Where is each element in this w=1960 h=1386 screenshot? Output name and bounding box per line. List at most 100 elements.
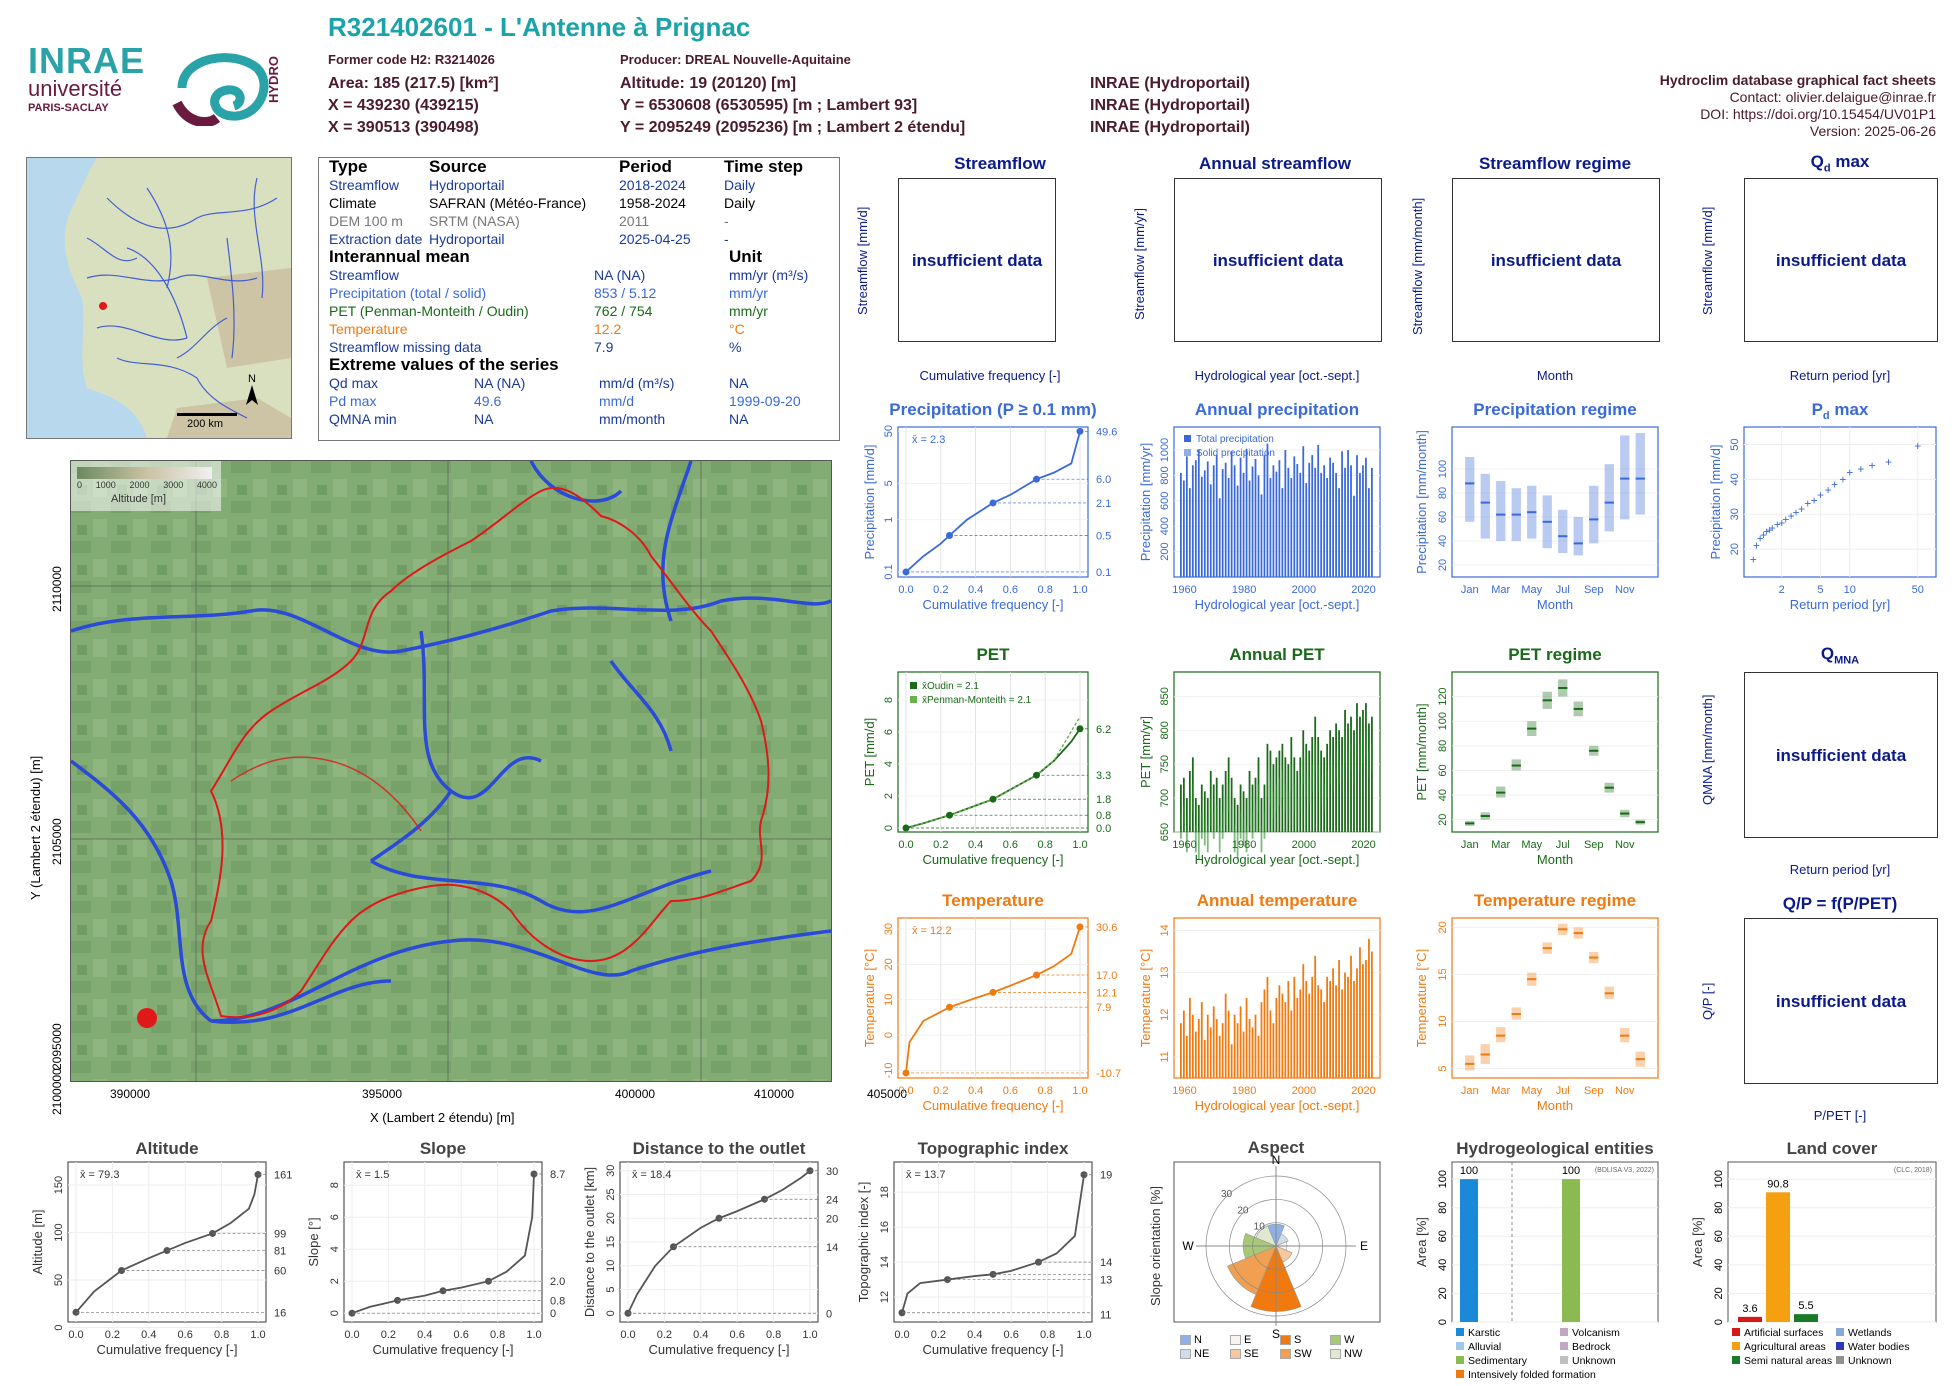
bar-annual_temp [1269, 1010, 1272, 1078]
bar-annual_precip [1293, 456, 1296, 577]
ytick-annual_temp: 11 [1159, 1051, 1171, 1062]
ytick-annual_pet: 800 [1159, 721, 1171, 739]
bar-pm [1188, 798, 1191, 826]
xtick-pet_regime: May [1521, 839, 1542, 851]
altitude: Altitude: 19 (20120) [m] [620, 75, 797, 92]
quartile-point [946, 811, 953, 819]
right-label-temp_fdc: 7.9 [1096, 1002, 1111, 1014]
xlabel-precip_fdc: Cumulative frequency [-] [923, 597, 1064, 612]
bar-pm [1197, 832, 1200, 860]
bar-annual_pet [1299, 757, 1302, 832]
bar-annual_precip [1260, 494, 1263, 577]
extreme-row: QMNA min NA mm/month NA [329, 410, 839, 428]
right-label-precip_fdc: 0.5 [1096, 530, 1111, 542]
bar-annual_temp [1194, 1031, 1197, 1078]
point-pd-max: + [1778, 516, 1785, 530]
legend-swatch [1280, 1349, 1291, 1359]
map-legend-tick: 0 [77, 480, 83, 490]
bar-pm [1362, 737, 1364, 765]
bar-annual_precip [1197, 450, 1200, 577]
aspect-ring [1205, 1175, 1347, 1317]
chart-title-hydrogeo: Hydrogeological entities [1456, 1139, 1653, 1158]
bar-annual_precip [1302, 446, 1305, 577]
right-label-pet_fdc: 1.8 [1096, 794, 1111, 806]
box-precip_regime [1573, 517, 1583, 556]
chart-title-slope: Slope [420, 1139, 466, 1158]
plot-frame [1173, 671, 1381, 833]
quartile-point [1033, 771, 1040, 779]
bar-pm [1359, 743, 1361, 771]
legend-label: N [1194, 1334, 1202, 1346]
legend-landcover: Agricultural areas [1744, 1341, 1826, 1353]
ylabel-annual_pet: PET [mm/yr] [1138, 716, 1153, 788]
bar-annual_pet [1180, 784, 1182, 832]
plot-frame [897, 917, 1089, 1079]
db-title: Hydroclim database graphical fact sheets [1659, 72, 1936, 88]
ytick-distance: 30 [605, 1165, 617, 1177]
bar-pm [1284, 784, 1287, 812]
chart-title-pd-max: Pd max [1812, 400, 1869, 422]
bar-pm [1212, 811, 1215, 839]
box-pet_regime [1635, 819, 1645, 825]
bar-pm [1275, 784, 1278, 812]
bar-pm [1332, 764, 1334, 792]
chart-title-precip_fdc: Precipitation (P ≥ 0.1 mm) [889, 400, 1096, 419]
interannual-rows: Streamflow NA (NA) mm/yr (m³/s) Precipitati… [329, 266, 839, 356]
bar-annual_temp [1200, 1002, 1203, 1078]
bar-annual_temp [1266, 976, 1269, 1078]
bar-annual_pet [1272, 764, 1275, 832]
legend-label: E [1244, 1334, 1252, 1346]
xtick-distance: 0.4 [693, 1329, 708, 1341]
legend-swatch [1330, 1349, 1341, 1359]
xtick-precip_fdc: 0.2 [933, 584, 948, 596]
bar-annual_precip [1203, 470, 1206, 577]
bar-annual_precip [1368, 488, 1370, 577]
bar-annual_pet [1326, 743, 1329, 832]
series-line-pet_fdc [905, 728, 1081, 829]
bar-annual_temp [1206, 1014, 1209, 1078]
info-cell: 1958-2024 [619, 195, 686, 211]
bar-annual_temp [1215, 1018, 1218, 1078]
qmna-ylabel: QMNA [mm/month] [1700, 694, 1715, 805]
plot-frame [1451, 1161, 1659, 1323]
plot-frame [67, 1161, 267, 1323]
quartile-point [394, 1296, 401, 1304]
bar-pm [1338, 757, 1340, 785]
quartile-point [1076, 427, 1084, 435]
bar-pm [1287, 791, 1290, 819]
bar-annual_pet [1194, 798, 1197, 832]
interannual-label: Temperature [329, 321, 408, 337]
xtick-pet_fdc: 0.2 [933, 839, 948, 851]
quartile-point [1080, 1171, 1088, 1179]
ytick-pet_fdc: 6 [883, 729, 895, 735]
xtick-distance: 0.0 [620, 1329, 635, 1341]
bar-annual_precip [1248, 480, 1251, 577]
mean-label-precip_fdc: x̄ = 2.3 [912, 434, 945, 446]
bar-annual_pet [1209, 770, 1212, 832]
box-pet_regime [1496, 786, 1506, 798]
bar-annual_precip [1221, 469, 1224, 577]
ytick-distance: 25 [605, 1188, 617, 1200]
ytick-hydrogeo: 20 [1437, 1287, 1449, 1299]
right-label-precip_fdc: 0.1 [1096, 567, 1111, 579]
legend-swatch [1836, 1342, 1844, 1350]
ytick-pet_fdc: 0 [883, 825, 895, 831]
ytick-precip_regime: 40 [1437, 535, 1449, 547]
ytick-altitude: 50 [53, 1274, 65, 1286]
legend-label: S [1294, 1334, 1302, 1346]
bar-annual_precip [1278, 460, 1281, 577]
chart-title-pet_fdc: PET [976, 645, 1010, 664]
ytick-pet_regime: 80 [1437, 740, 1449, 752]
xtick-precip_fdc: 1.0 [1072, 584, 1087, 596]
doi-link[interactable]: DOI: https://doi.org/10.15454/UV01P1 [1700, 106, 1936, 122]
ytick-landcover: 100 [1713, 1170, 1725, 1188]
ytick-annual_pet: 650 [1159, 823, 1171, 841]
bar-annual_pet [1344, 709, 1346, 832]
ylabel-slope: Slope [°] [306, 1217, 321, 1266]
xtick-distance: 0.8 [766, 1329, 781, 1341]
bar-pm [1293, 784, 1296, 812]
bar-annual_pet [1257, 757, 1260, 832]
ytick-pd-max: 50 [1729, 438, 1741, 450]
ytick-pd-max: 30 [1729, 508, 1741, 520]
xtick-precip_fdc: 0.6 [1003, 584, 1018, 596]
